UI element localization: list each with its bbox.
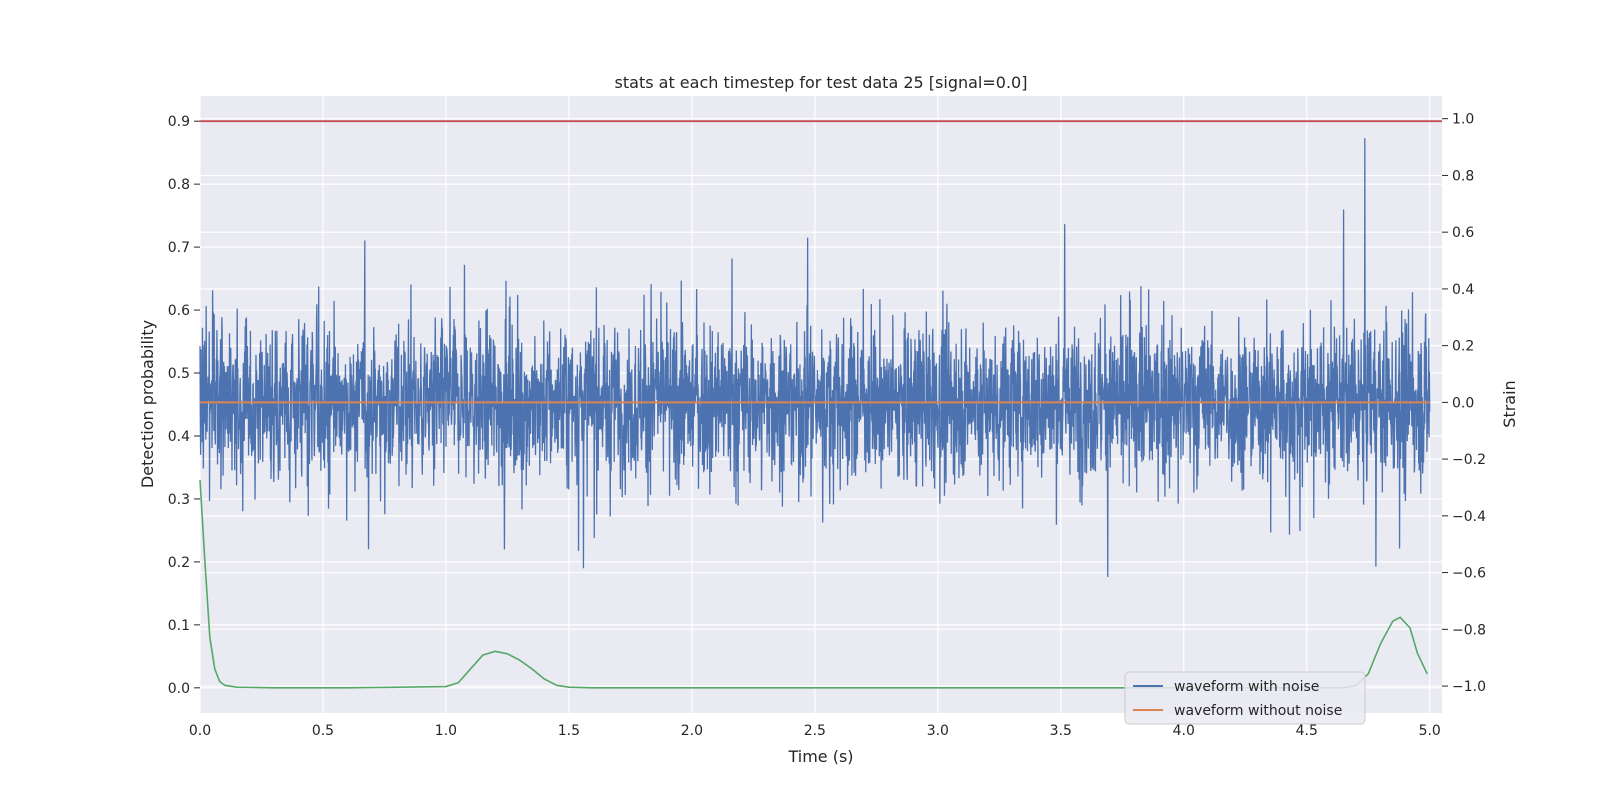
x-tick-label: 2.5 bbox=[804, 723, 826, 739]
x-tick-labels: 0.0 0.5 1.0 1.5 2.0 2.5 3.0 3.5 4.0 4.5 5.0 bbox=[189, 723, 1441, 739]
x-tick-label: 3.5 bbox=[1050, 723, 1072, 739]
right-y-tick-label: −0.4 bbox=[1452, 509, 1486, 525]
x-tick-label: 3.0 bbox=[927, 723, 949, 739]
series-layer bbox=[199, 120, 1442, 689]
left-y-tick-label: 0.6 bbox=[168, 303, 190, 319]
left-y-tick-label: 0.0 bbox=[168, 681, 190, 697]
left-y-tick-label: 0.2 bbox=[168, 555, 190, 571]
series-waveform-with-noise bbox=[199, 138, 1431, 577]
x-tick-label: 4.5 bbox=[1296, 723, 1318, 739]
left-y-tick-label: 0.9 bbox=[168, 114, 190, 130]
left-y-axis-label: Detection probability bbox=[138, 320, 157, 488]
series-detection-probability bbox=[199, 480, 1428, 689]
legend-label-noise: waveform with noise bbox=[1174, 679, 1319, 695]
x-tick-label: 0.0 bbox=[189, 723, 211, 739]
right-y-tick-label: −0.2 bbox=[1452, 452, 1486, 468]
right-y-tick-label: −0.6 bbox=[1452, 566, 1486, 582]
legend: waveform with noise waveform without noi… bbox=[1124, 671, 1366, 725]
right-y-tick-label: 0.8 bbox=[1452, 168, 1474, 184]
legend-label-clean: waveform without noise bbox=[1174, 703, 1342, 719]
x-tick-label: 5.0 bbox=[1419, 723, 1441, 739]
right-y-tick-labels: −1.0 −0.8 −0.6 −0.4 −0.2 0.0 0.2 0.4 0.6 0.8 1.0 bbox=[1442, 112, 1486, 695]
x-tick-label: 1.0 bbox=[435, 723, 457, 739]
right-y-tick-label: −1.0 bbox=[1452, 679, 1486, 695]
left-y-tick-label: 0.5 bbox=[168, 366, 190, 382]
left-y-tick-label: 0.1 bbox=[168, 618, 190, 634]
x-tick-label: 4.0 bbox=[1173, 723, 1195, 739]
left-y-tick-label: 0.3 bbox=[168, 492, 190, 508]
x-tick-label: 2.0 bbox=[681, 723, 703, 739]
right-y-tick-label: 0.0 bbox=[1452, 395, 1474, 411]
right-y-tick-label: 0.2 bbox=[1452, 339, 1474, 355]
left-y-tick-label: 0.8 bbox=[168, 177, 190, 193]
chart-title: stats at each timestep for test data 25 … bbox=[615, 73, 1028, 92]
right-y-tick-label: 1.0 bbox=[1452, 112, 1474, 128]
left-y-tick-labels: 0.0 0.1 0.2 0.3 0.4 0.5 0.6 0.7 0.8 0.9 bbox=[168, 114, 200, 697]
left-y-tick-label: 0.7 bbox=[168, 240, 190, 256]
left-y-tick-label: 0.4 bbox=[168, 429, 190, 445]
right-y-axis-label: Strain bbox=[1500, 380, 1519, 427]
x-tick-label: 1.5 bbox=[558, 723, 580, 739]
right-y-tick-label: 0.4 bbox=[1452, 282, 1474, 298]
x-tick-label: 0.5 bbox=[312, 723, 334, 739]
legend-box bbox=[1124, 671, 1366, 725]
right-y-tick-label: −0.8 bbox=[1452, 622, 1486, 638]
right-y-tick-label: 0.6 bbox=[1452, 225, 1474, 241]
x-axis-label: Time (s) bbox=[787, 747, 853, 766]
